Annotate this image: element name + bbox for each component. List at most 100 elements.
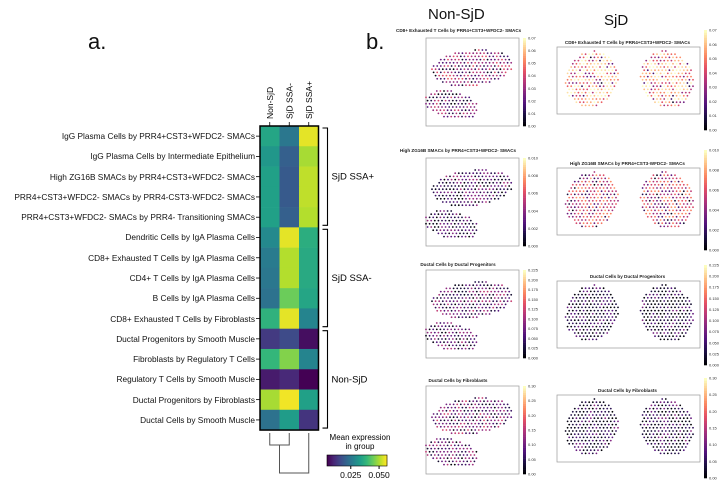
spatial-spot (457, 77, 460, 80)
spatial-spot (588, 414, 591, 416)
spatial-spot (617, 420, 619, 423)
spatial-spot (663, 193, 666, 196)
spatial-spot (473, 226, 476, 228)
spatial-colorbar-segment (523, 162, 526, 165)
spatial-spot (643, 316, 646, 318)
spatial-spot (666, 180, 669, 183)
spatial-spot (659, 78, 662, 81)
spatial-spot (483, 58, 485, 61)
heatmap-cell (299, 288, 319, 309)
spatial-colorbar-segment (523, 230, 526, 234)
spatial-spot (656, 293, 658, 296)
spatial-spot (690, 316, 692, 318)
spatial-spot (465, 185, 467, 187)
spatial-spot (492, 55, 495, 58)
spatial-spot (584, 66, 587, 68)
spatial-spot (648, 78, 651, 81)
spatial-spot (450, 185, 453, 187)
spatial-spot (611, 183, 614, 186)
spatial-spot (452, 409, 455, 412)
spatial-spot (432, 216, 435, 219)
spatial-spot (503, 300, 505, 303)
spatial-spot (446, 216, 449, 219)
spatial-spot (679, 56, 682, 59)
spatial-spot (492, 300, 495, 303)
spatial-spot (579, 215, 581, 218)
spatial-spot (450, 413, 453, 415)
spatial-spot (475, 297, 478, 299)
spatial-spot (654, 82, 656, 84)
spatial-colorbar-segment (523, 331, 526, 335)
heatmap-cell (279, 126, 300, 147)
spatial-spot (654, 215, 656, 218)
spatial-spot (602, 446, 605, 448)
spatial-spot (468, 400, 471, 403)
spatial-spot (664, 171, 667, 173)
spatial-spot (597, 316, 599, 318)
spatial-colorbar-tick-label: 0.225 (528, 268, 539, 273)
spatial-spot (602, 401, 605, 404)
spatial-spot (577, 85, 580, 88)
spatial-spot (577, 293, 580, 296)
spatial-colorbar-segment (704, 440, 707, 444)
spatial-spot (564, 82, 567, 84)
spatial-spot (648, 426, 651, 429)
spatial-spot (457, 400, 460, 403)
spatial-spot (682, 328, 685, 331)
spatial-spot (459, 194, 462, 197)
spatial-spot (464, 341, 467, 344)
spatial-spot (599, 293, 601, 296)
spatial-spot (579, 183, 581, 186)
spatial-spot (650, 94, 653, 97)
spatial-spot (497, 58, 500, 61)
spatial-spot (490, 52, 493, 55)
spatial-spot (604, 203, 607, 205)
spatial-colorbar-segment (704, 72, 707, 76)
spatial-colorbar-segment (523, 73, 526, 76)
spatial-spot (607, 309, 610, 312)
spatial-spot (457, 204, 460, 207)
spatial-spot (444, 106, 447, 108)
spatial-colorbar-segment (704, 448, 707, 451)
spatial-spot (670, 325, 673, 328)
spatial-spot (599, 420, 601, 423)
spatial-spot (579, 449, 581, 452)
spatial-spot (679, 190, 682, 193)
spatial-spot (568, 88, 571, 91)
spatial-spot (443, 290, 446, 293)
spatial-colorbar-segment (704, 230, 707, 233)
spatial-colorbar-tick-label: 0.00 (528, 124, 537, 129)
spatial-spot (613, 433, 616, 436)
spatial-spot (606, 193, 609, 196)
spatial-spot (666, 446, 669, 448)
spatial-spot (493, 191, 496, 194)
spatial-spot (584, 420, 587, 423)
spatial-spot (453, 216, 456, 219)
spatial-spot (566, 91, 569, 94)
spatial-spot (579, 417, 581, 420)
spatial-spot (472, 52, 475, 55)
spatial-spot (575, 190, 578, 193)
spatial-spot (584, 439, 587, 442)
spatial-spot (452, 300, 455, 303)
spatial-spot (577, 98, 580, 100)
spatial-spot (436, 303, 439, 306)
spatial-spot (433, 99, 436, 102)
spatial-spot (456, 409, 459, 412)
spatial-spot (490, 413, 493, 415)
spatial-spot (643, 423, 646, 426)
spatial-spot (668, 82, 671, 84)
spatial-spot (679, 82, 682, 84)
spatial-spot (488, 61, 491, 64)
spatial-spot (672, 417, 674, 420)
spatial-spot (657, 303, 660, 306)
spatial-spot (677, 212, 680, 215)
spatial-spot (674, 426, 676, 429)
spatial-spot (672, 183, 674, 186)
spatial-spot (471, 102, 474, 105)
spatial-spot (575, 75, 578, 78)
spatial-colorbar-segment (704, 428, 707, 431)
spatial-spot (447, 71, 449, 74)
spatial-spot (663, 98, 666, 100)
spatial-spot (652, 66, 655, 68)
